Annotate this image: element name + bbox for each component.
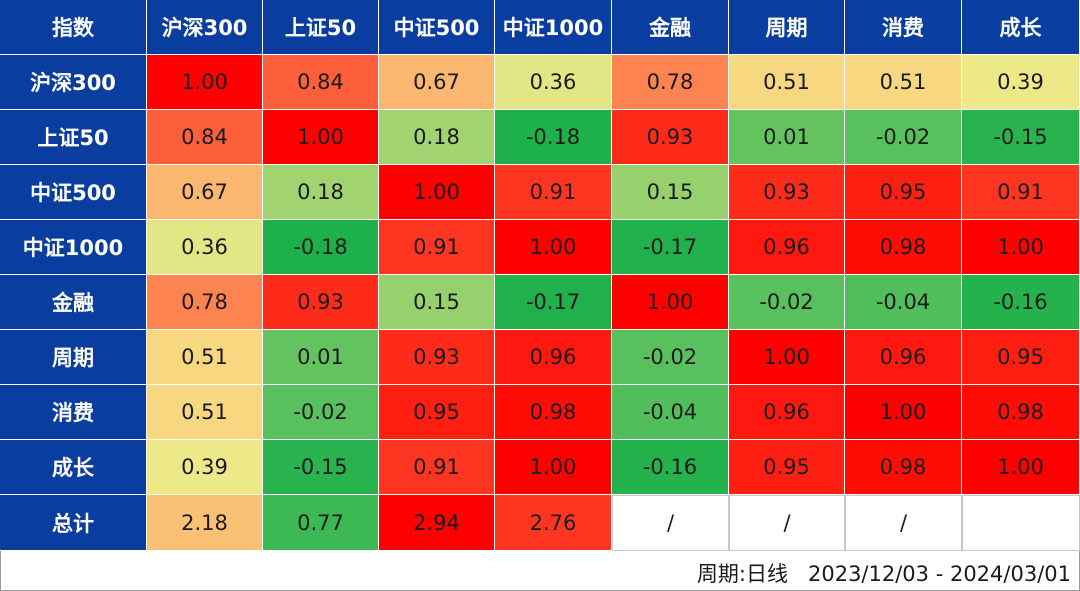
column-header: 消费 — [845, 0, 962, 55]
heatmap-cell: -0.18 — [495, 110, 612, 165]
heatmap-cell: 1.00 — [962, 440, 1080, 495]
heatmap-cell: 0.91 — [962, 165, 1080, 220]
heatmap-cell: 1.00 — [495, 220, 612, 275]
heatmap-cell: 0.95 — [962, 330, 1080, 385]
heatmap-cell: 1.00 — [263, 110, 379, 165]
heatmap-cell: 0.78 — [612, 55, 729, 110]
column-header: 周期 — [729, 0, 845, 55]
heatmap-cell: 0.39 — [147, 440, 263, 495]
heatmap-cell: 0.51 — [729, 55, 845, 110]
footer-note: 周期:日线 2023/12/03 - 2024/03/01 — [696, 562, 1071, 586]
heatmap-cell: 0.36 — [495, 55, 612, 110]
row-header: 成长 — [0, 440, 147, 495]
heatmap-cell: -0.16 — [612, 440, 729, 495]
heatmap-cell: 0.93 — [612, 110, 729, 165]
heatmap-cell: -0.17 — [612, 220, 729, 275]
row-header: 中证500 — [0, 165, 147, 220]
heatmap-cell: -0.02 — [845, 110, 962, 165]
heatmap-cell: 0.98 — [962, 385, 1080, 440]
column-header: 金融 — [612, 0, 729, 55]
heatmap-cell: 0.91 — [495, 165, 612, 220]
column-header: 沪深300 — [147, 0, 263, 55]
heatmap-cell: -0.02 — [612, 330, 729, 385]
heatmap-cell: -0.18 — [263, 220, 379, 275]
heatmap-cell: 0.84 — [147, 110, 263, 165]
heatmap-cell: 0.01 — [263, 330, 379, 385]
heatmap-cell: 0.98 — [495, 385, 612, 440]
heatmap-cell: 0.98 — [845, 220, 962, 275]
heatmap-cell: 1.00 — [379, 165, 495, 220]
heatmap-cell: 1.00 — [729, 330, 845, 385]
row-header: 金融 — [0, 275, 147, 330]
heatmap-cell: -0.04 — [612, 385, 729, 440]
heatmap-cell: -0.16 — [962, 275, 1080, 330]
heatmap-cell: 1.00 — [147, 55, 263, 110]
heatmap-cell: 0.36 — [147, 220, 263, 275]
heatmap-cell: 0.51 — [845, 55, 962, 110]
row-header: 周期 — [0, 330, 147, 385]
total-cell: 2.76 — [495, 495, 612, 551]
heatmap-cell: -0.02 — [263, 385, 379, 440]
total-cell: 0.77 — [263, 495, 379, 551]
heatmap-cell: 0.51 — [147, 330, 263, 385]
heatmap-cell: 0.96 — [729, 220, 845, 275]
heatmap-cell: 0.91 — [379, 440, 495, 495]
heatmap-cell: 0.96 — [495, 330, 612, 385]
heatmap-cell: 0.67 — [379, 55, 495, 110]
row-header: 沪深300 — [0, 55, 147, 110]
total-cell: / — [845, 495, 962, 551]
heatmap-cell: 0.95 — [729, 440, 845, 495]
heatmap-cell: 0.96 — [729, 385, 845, 440]
row-header: 消费 — [0, 385, 147, 440]
heatmap-cell: 0.01 — [729, 110, 845, 165]
heatmap-cell: -0.02 — [729, 275, 845, 330]
column-header: 上证50 — [263, 0, 379, 55]
total-cell — [962, 495, 1080, 551]
column-header: 中证500 — [379, 0, 495, 55]
corner-header: 指数 — [0, 0, 147, 55]
heatmap-cell: 1.00 — [962, 220, 1080, 275]
heatmap-cell: 1.00 — [612, 275, 729, 330]
heatmap-cell: 0.96 — [845, 330, 962, 385]
heatmap-cell: 1.00 — [495, 440, 612, 495]
heatmap-cell: 0.98 — [845, 440, 962, 495]
heatmap-cell: -0.15 — [263, 440, 379, 495]
heatmap-cell: 1.00 — [845, 385, 962, 440]
heatmap-cell: 0.95 — [379, 385, 495, 440]
total-cell: / — [612, 495, 729, 551]
heatmap-cell: 0.78 — [147, 275, 263, 330]
total-cell: 2.94 — [379, 495, 495, 551]
footer-bar: 周期:日线 2023/12/03 - 2024/03/01 — [0, 551, 1080, 591]
heatmap-cell: 0.93 — [729, 165, 845, 220]
total-cell: / — [729, 495, 845, 551]
heatmap-cell: -0.04 — [845, 275, 962, 330]
heatmap-cell: 0.18 — [263, 165, 379, 220]
heatmap-cell: -0.15 — [962, 110, 1080, 165]
heatmap-cell: 0.95 — [845, 165, 962, 220]
heatmap-cell: 0.93 — [379, 330, 495, 385]
heatmap-cell: 0.91 — [379, 220, 495, 275]
row-header: 总计 — [0, 495, 147, 551]
heatmap-cell: 0.15 — [379, 275, 495, 330]
heatmap-cell: 0.84 — [263, 55, 379, 110]
heatmap-cell: 0.67 — [147, 165, 263, 220]
heatmap-cell: -0.17 — [495, 275, 612, 330]
heatmap-cell: 0.39 — [962, 55, 1080, 110]
total-cell: 2.18 — [147, 495, 263, 551]
heatmap-cell: 0.18 — [379, 110, 495, 165]
column-header: 中证1000 — [495, 0, 612, 55]
heatmap-cell: 0.93 — [263, 275, 379, 330]
heatmap-cell: 0.51 — [147, 385, 263, 440]
row-header: 上证50 — [0, 110, 147, 165]
row-header: 中证1000 — [0, 220, 147, 275]
correlation-heatmap: 指数 沪深300 上证50 中证500 中证1000 金融 周期 消费 成长 沪深300 1.00 0… — [0, 0, 1080, 551]
column-header: 成长 — [962, 0, 1080, 55]
heatmap-cell: 0.15 — [612, 165, 729, 220]
